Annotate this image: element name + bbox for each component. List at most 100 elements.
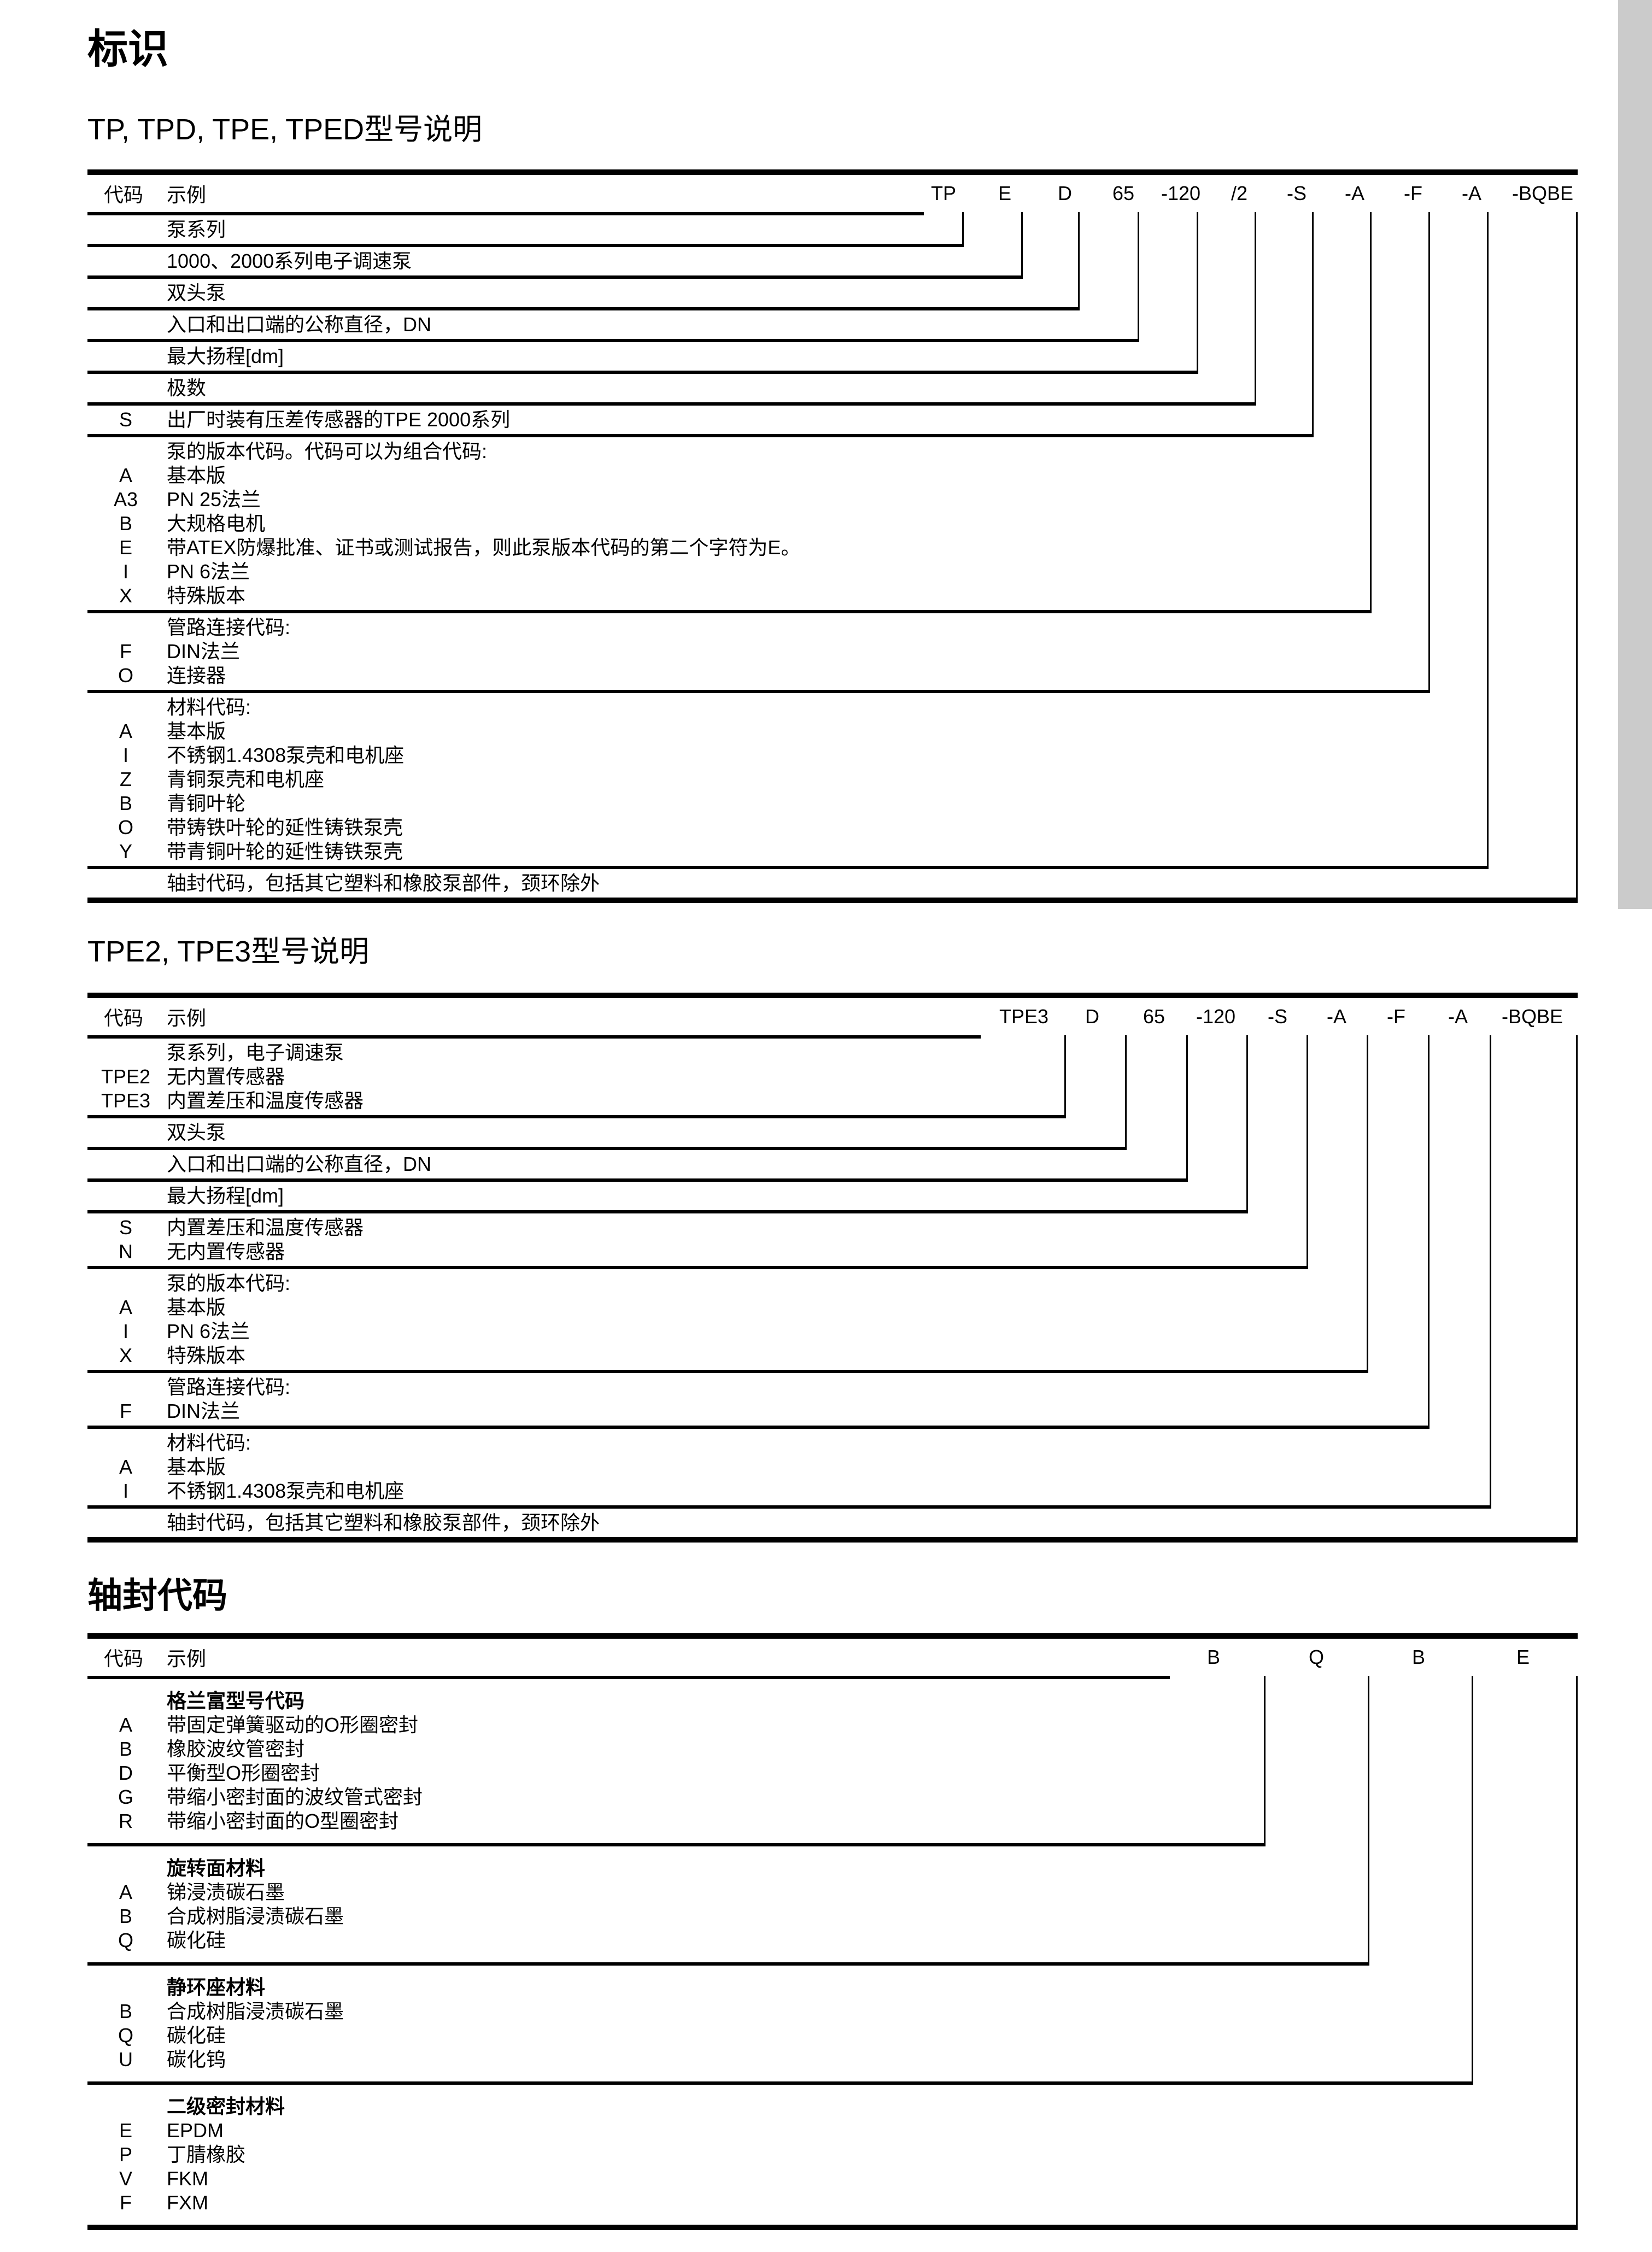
option-description: PN 6法兰 — [167, 1320, 250, 1342]
connector-line — [1368, 1676, 1369, 1966]
separator-rule — [87, 402, 1256, 406]
option-description: 带固定弹簧驱动的O形圈密封 — [167, 1714, 419, 1736]
option-description: 入口和出口端的公称直径，DN — [167, 1153, 431, 1175]
option-description: 带青铜叶轮的延性铸铁泵壳 — [167, 840, 403, 863]
option-description: 泵的版本代码: — [167, 1272, 291, 1294]
option-code: A — [119, 1296, 132, 1318]
type-key-table-seal: 代码 示例 B Q B E 格兰富型号代码 A 带固定弹簧驱动的O形圈密封 B 橡胶波纹管密封 D 平衡… — [87, 1633, 1578, 2230]
option-code — [98, 1121, 153, 1145]
option-code — [98, 1184, 153, 1208]
option-code: V — [119, 2167, 132, 2190]
option-description: 旋转面材料 — [167, 1857, 266, 1879]
connector-line — [1370, 212, 1372, 613]
example-code-segment: E — [998, 182, 1012, 204]
type-key-line: E 带ATEX防爆批准、证书或测试报告，则此泵版本代码的第二个字符为E。 — [87, 536, 1578, 560]
option-code: Q — [118, 2024, 133, 2046]
connector-line — [1064, 1035, 1066, 1118]
option-code — [98, 1152, 153, 1176]
option-code: I — [122, 1480, 128, 1502]
option-description: 基本版 — [167, 720, 226, 742]
type-key-line: 最大扬程[dm] — [87, 344, 1578, 368]
separator-rule — [87, 1676, 1170, 1679]
type-key-row: 1000、2000系列电子调速泵 — [87, 244, 1578, 275]
option-description: 轴封代码，包括其它塑料和橡胶泵部件，颈环除外 — [167, 872, 600, 894]
option-description: 基本版 — [167, 1296, 226, 1318]
option-code: A — [119, 1881, 132, 1903]
type-key-line: Z 青铜泵壳和电机座 — [87, 767, 1578, 791]
separator-rule — [87, 307, 1080, 310]
example-code-segment: E — [1516, 1646, 1530, 1668]
type-key-line: B 青铜叶轮 — [87, 791, 1578, 816]
type-key-header-row: 代码 示例 TPE3 D 65 -120 -S -A -F -A -BQBE — [87, 998, 1578, 1035]
separator-rule — [87, 1962, 1369, 1966]
option-code — [98, 1431, 153, 1455]
option-code: B — [119, 2000, 132, 2022]
type-key-line: I 不锈钢1.4308泵壳和电机座 — [87, 1479, 1578, 1503]
type-key-line: D 平衡型O形圈密封 — [87, 1761, 1578, 1785]
option-code: R — [119, 1810, 133, 1832]
section-tp-tpd-tpe-tped: TP, TPD, TPE, TPED型号说明 代码 示例 TP E D 65 -120/2 -… — [87, 114, 1652, 903]
option-code: I — [122, 1320, 128, 1342]
code-column-label: 代码 — [104, 184, 144, 206]
example-code-segment: B — [1206, 1646, 1221, 1668]
option-code — [98, 695, 153, 719]
type-key-line: A 带固定弹簧驱动的O形圈密封 — [87, 1713, 1578, 1737]
option-code — [98, 1041, 153, 1065]
type-key-line: B 合成树脂浸渍碳石墨 — [87, 1999, 1578, 2024]
type-key-line: 泵的版本代码。代码可以为组合代码: — [87, 439, 1578, 464]
example-code-segment: 65 — [1112, 182, 1135, 204]
option-code: A — [119, 464, 132, 486]
option-description: 特殊版本 — [167, 1344, 246, 1367]
type-key-line: Y 带青铜叶轮的延性铸铁泵壳 — [87, 840, 1578, 864]
type-key-line: 入口和出口端的公称直径，DN — [87, 313, 1578, 337]
connector-line — [1367, 1035, 1368, 1373]
type-key-row: 入口和出口端的公称直径，DN — [87, 307, 1578, 339]
separator-rule — [87, 1147, 1127, 1150]
type-key-line: 双头泵 — [87, 281, 1578, 305]
option-description: 内置差压和温度传感器 — [167, 1089, 364, 1112]
option-code: B — [119, 792, 132, 814]
type-key-line: I 不锈钢1.4308泵壳和电机座 — [87, 743, 1578, 767]
separator-rule — [87, 1210, 1248, 1213]
connector-line — [1307, 1035, 1308, 1269]
type-key-line: A 基本版 — [87, 1295, 1578, 1319]
code-column-label: 代码 — [104, 1647, 144, 1670]
type-key-line: X 特殊版本 — [87, 1344, 1578, 1368]
separator-rule — [87, 212, 924, 215]
option-code: A3 — [113, 488, 138, 511]
type-key-line: 材料代码: — [87, 1431, 1578, 1455]
option-code: X — [119, 1344, 132, 1367]
option-description: 青铜叶轮 — [167, 792, 246, 814]
section-shaft-seal: 轴封代码 代码 示例 B Q B E 格兰富型号代码 A 带固定弹簧驱动的O形圈密封 B 橡胶波纹管… — [87, 1576, 1652, 2230]
type-key-line: E EPDM — [87, 2119, 1578, 2143]
type-key-line: B 大规格电机 — [87, 512, 1578, 536]
option-description: 带铸铁叶轮的延性铸铁泵壳 — [167, 816, 403, 838]
type-key-line: 泵系列 — [87, 218, 1578, 242]
option-code — [98, 218, 153, 242]
separator-rule — [87, 339, 1139, 342]
option-description: 最大扬程[dm] — [167, 345, 284, 367]
type-key-row: 极数 — [87, 371, 1578, 402]
type-key-line: R 带缩小密封面的O型圈密封 — [87, 1809, 1578, 1833]
option-code: O — [118, 664, 133, 687]
option-code — [98, 871, 153, 895]
option-code — [98, 2095, 153, 2119]
option-code: A — [119, 1714, 132, 1736]
example-code-segment: -S — [1287, 182, 1307, 204]
type-key-line: 泵的版本代码: — [87, 1271, 1578, 1295]
type-key-line: P 丁腈橡胶 — [87, 2143, 1578, 2167]
type-key-line: 二级密封材料 — [87, 2095, 1578, 2119]
separator-rule — [87, 1035, 981, 1039]
example-code-segment: 65 — [1143, 1005, 1165, 1028]
type-key-row: 入口和出口端的公称直径，DN — [87, 1147, 1578, 1178]
option-description: 基本版 — [167, 1456, 226, 1478]
connector-line — [1576, 1676, 1578, 2225]
option-description: 平衡型O形圈密封 — [167, 1762, 320, 1784]
option-code: E — [119, 2119, 132, 2142]
type-key-rows: 泵系列，电子调速泵 TPE2 无内置传感器 TPE3 内置差压和温度传感器 双头泵 入口和出… — [87, 1035, 1578, 1537]
type-key-line: 入口和出口端的公称直径，DN — [87, 1152, 1578, 1176]
type-key-line: 管路连接代码: — [87, 615, 1578, 640]
separator-rule — [87, 866, 1489, 869]
option-description: 内置差压和温度传感器 — [167, 1216, 364, 1239]
separator-rule — [87, 1370, 1368, 1373]
